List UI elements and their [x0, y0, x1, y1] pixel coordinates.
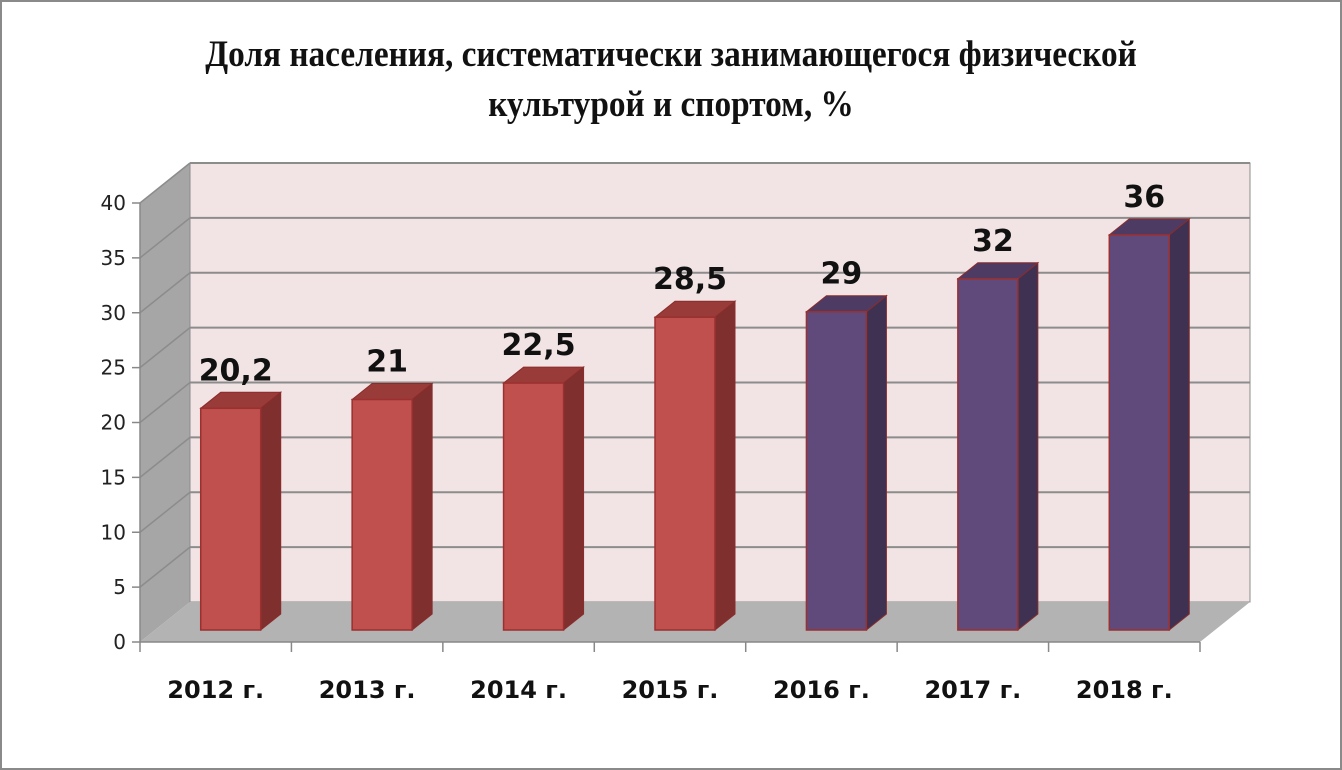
bar-side	[865, 294, 887, 632]
y-tick-label: 15	[101, 465, 126, 489]
bar-value-label: 36	[1123, 180, 1165, 215]
bar	[1108, 234, 1171, 631]
bar	[351, 398, 413, 631]
gridline-side	[139, 162, 191, 204]
bar	[957, 278, 1019, 631]
gridline-side	[139, 436, 191, 478]
bar-value-label: 21	[366, 345, 408, 380]
y-tick-label: 0	[113, 630, 126, 654]
bar	[805, 310, 868, 631]
gridline-side	[139, 491, 191, 533]
y-tick-label: 20	[101, 411, 126, 435]
gridline-side	[139, 546, 191, 588]
bar-side	[563, 366, 585, 632]
y-tick-label: 30	[101, 301, 126, 325]
x-category-label: 2014 г.	[470, 676, 567, 704]
y-tick-label: 25	[101, 356, 126, 380]
y-tick-label: 35	[101, 246, 126, 270]
bar-value-label: 22,5	[502, 328, 576, 363]
gridline-side	[139, 272, 191, 314]
bar-side	[260, 391, 282, 632]
x-category-label: 2017 г.	[924, 676, 1021, 704]
bar-side	[1168, 217, 1190, 632]
bar-side	[1017, 261, 1039, 632]
gridline-side	[139, 381, 191, 424]
x-category-label: 2013 г.	[319, 676, 416, 704]
bar-value-label: 20,2	[199, 353, 273, 388]
chart-title-line2: культурой и спортом, %	[488, 84, 854, 125]
y-tick-label: 40	[101, 191, 126, 215]
x-category-label: 2012 г.	[167, 676, 264, 704]
bar-side	[714, 300, 736, 632]
x-category-label: 2018 г.	[1076, 676, 1173, 704]
chart-title: Доля населения, систематически занимающе…	[67, 30, 1275, 130]
gridline-side	[139, 327, 191, 369]
bar-value-label: 32	[972, 224, 1014, 259]
bar	[654, 316, 716, 631]
bar-value-label: 29	[821, 257, 863, 292]
chart-title-line1: Доля населения, систематически занимающе…	[205, 34, 1137, 75]
bar-value-label: 28,5	[653, 262, 727, 297]
y-tick-label: 10	[101, 520, 126, 544]
bar-side	[411, 382, 433, 632]
gridline-side	[139, 217, 191, 259]
x-category-label: 2016 г.	[773, 676, 870, 704]
bar	[199, 407, 262, 631]
y-tick-label: 5	[113, 575, 126, 599]
bar	[502, 382, 565, 631]
x-category-label: 2015 г.	[622, 676, 719, 704]
